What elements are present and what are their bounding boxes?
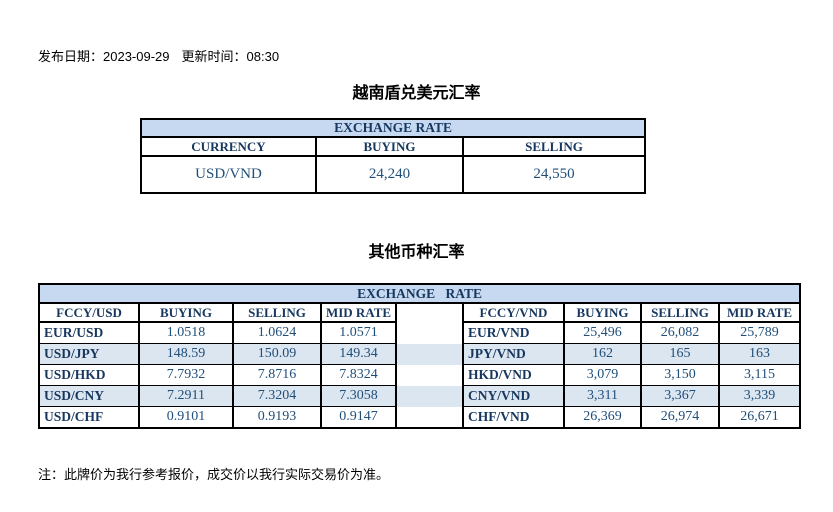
publish-date-value: 2023-09-29 xyxy=(103,49,170,64)
column-header-buying-vnd: BUYING xyxy=(563,302,642,323)
rate-value-cell: 26,082 xyxy=(640,321,720,344)
currency-pair-cell: USD/JPY xyxy=(38,343,140,365)
currency-pair-cell: EUR/VND xyxy=(462,321,565,344)
rate-value-cell: 25,789 xyxy=(717,321,802,344)
column-header-selling: SELLING xyxy=(461,136,647,157)
column-header-fccy-vnd: FCCY/VND xyxy=(462,302,565,323)
column-header-midrate-usd: MID RATE xyxy=(320,302,397,323)
rate-value-cell: 163 xyxy=(717,343,802,365)
rate-value-cell: 3,367 xyxy=(640,385,720,407)
rate-value-cell: 0.9147 xyxy=(320,406,397,429)
currency-pair-cell: USD/VND xyxy=(140,155,317,194)
currency-pair-cell: HKD/VND xyxy=(462,364,565,386)
spacer-header-cell xyxy=(395,302,464,322)
column-header-row: FCCY/USD BUYING SELLING MID RATE FCCY/VN… xyxy=(38,302,802,323)
rate-row: USD/VND 24,240 24,550 xyxy=(140,155,647,194)
table-title: EXCHANGE RATE xyxy=(37,283,802,304)
rate-row: EUR/USD 1.0518 1.0624 1.0571 EUR/VND 25,496 26… xyxy=(38,321,802,344)
column-header-selling-vnd: SELLING xyxy=(640,302,720,323)
publish-date-label: 发布日期： xyxy=(38,49,104,64)
rate-value-cell: 3,339 xyxy=(717,385,802,407)
currency-pair-cell: CNY/VND xyxy=(462,385,565,407)
rate-value-cell: 24,240 xyxy=(315,155,464,194)
spacer-cell xyxy=(395,406,464,429)
currency-pair-cell: CHF/VND xyxy=(462,406,565,429)
spacer-cell xyxy=(395,343,464,365)
rate-value-cell: 165 xyxy=(640,343,720,365)
column-header-currency: CURRENCY xyxy=(140,136,317,157)
spacer-cell xyxy=(395,385,464,407)
rate-value-cell: 25,496 xyxy=(563,321,642,344)
currency-pair-cell: USD/CHF xyxy=(38,406,140,429)
rate-row: USD/JPY 148.59 150.09 149.34 JPY/VND 162 165 16… xyxy=(38,343,802,365)
rate-row: USD/CNY 7.2911 7.3204 7.3058 CNY/VND 3,311 3,3… xyxy=(38,385,802,407)
column-header-buying-usd: BUYING xyxy=(138,302,234,323)
rate-value-cell: 7.8716 xyxy=(232,364,322,386)
rate-value-cell: 26,974 xyxy=(640,406,720,429)
other-rates-table-body: EUR/USD 1.0518 1.0624 1.0571 EUR/VND 25,496 26… xyxy=(38,321,802,429)
rate-value-cell: 26,671 xyxy=(717,406,802,429)
footnote: 注：此牌价为我行参考报价，成交价以我行实际交易价为准。 xyxy=(38,467,390,482)
publish-info-line: 发布日期：2023-09-29 更新时间：08:30 xyxy=(38,46,279,65)
currency-pair-cell: USD/CNY xyxy=(38,385,140,407)
column-header-midrate-vnd: MID RATE xyxy=(717,302,802,323)
rate-value-cell: 162 xyxy=(563,343,642,365)
rate-value-cell: 149.34 xyxy=(320,343,397,365)
section-title-other-currencies: 其他币种汇率 xyxy=(368,244,465,261)
rate-value-cell: 0.9101 xyxy=(138,406,234,429)
rate-row: USD/CHF 0.9101 0.9193 0.9147 CHF/VND 26,369 26… xyxy=(38,406,802,429)
spacer-cell xyxy=(395,322,464,344)
table-title-row: EXCHANGE RATE xyxy=(139,118,647,138)
rate-row: USD/HKD 7.7932 7.8716 7.8324 HKD/VND 3,079 3,1… xyxy=(38,364,802,386)
rate-value-cell: 1.0624 xyxy=(232,321,322,344)
usd-vnd-rate-table: EXCHANGE RATE CURRENCY BUYING SELLING US… xyxy=(139,118,647,194)
rate-value-cell: 3,079 xyxy=(563,364,642,386)
other-rates-table: EXCHANGE RATE FCCY/USD BUYING SELLING MI… xyxy=(37,283,802,429)
update-time-label: 更新时间： xyxy=(181,49,247,64)
rate-value-cell: 7.3058 xyxy=(320,385,397,407)
update-time-value: 08:30 xyxy=(246,49,280,64)
currency-pair-cell: EUR/USD xyxy=(38,321,140,344)
column-header-selling-usd: SELLING xyxy=(232,302,322,323)
rate-value-cell: 3,311 xyxy=(563,385,642,407)
currency-pair-cell: JPY/VND xyxy=(462,343,565,365)
rate-value-cell: 1.0518 xyxy=(138,321,234,344)
rate-value-cell: 24,550 xyxy=(461,155,647,194)
rate-value-cell: 150.09 xyxy=(232,343,322,365)
currency-pair-cell: USD/HKD xyxy=(38,364,140,386)
rate-value-cell: 7.2911 xyxy=(138,385,234,407)
rate-value-cell: 148.59 xyxy=(138,343,234,365)
rate-value-cell: 1.0571 xyxy=(320,321,397,344)
table-title-row: EXCHANGE RATE xyxy=(37,283,802,304)
rate-value-cell: 3,115 xyxy=(717,364,802,386)
spacer-cell xyxy=(395,364,464,386)
rate-value-cell: 7.3204 xyxy=(232,385,322,407)
section-title-usd-vnd: 越南盾兑美元汇率 xyxy=(352,85,481,102)
usd-vnd-table-body: USD/VND 24,240 24,550 xyxy=(140,155,647,194)
table-title: EXCHANGE RATE xyxy=(139,118,647,138)
column-header-buying: BUYING xyxy=(315,136,464,157)
rate-value-cell: 7.7932 xyxy=(138,364,234,386)
rate-value-cell: 0.9193 xyxy=(232,406,322,429)
column-header-row: CURRENCY BUYING SELLING xyxy=(140,136,647,157)
rate-value-cell: 3,150 xyxy=(640,364,720,386)
rate-value-cell: 26,369 xyxy=(563,406,642,429)
column-header-fccy-usd: FCCY/USD xyxy=(38,302,140,323)
rate-value-cell: 7.8324 xyxy=(320,364,397,386)
